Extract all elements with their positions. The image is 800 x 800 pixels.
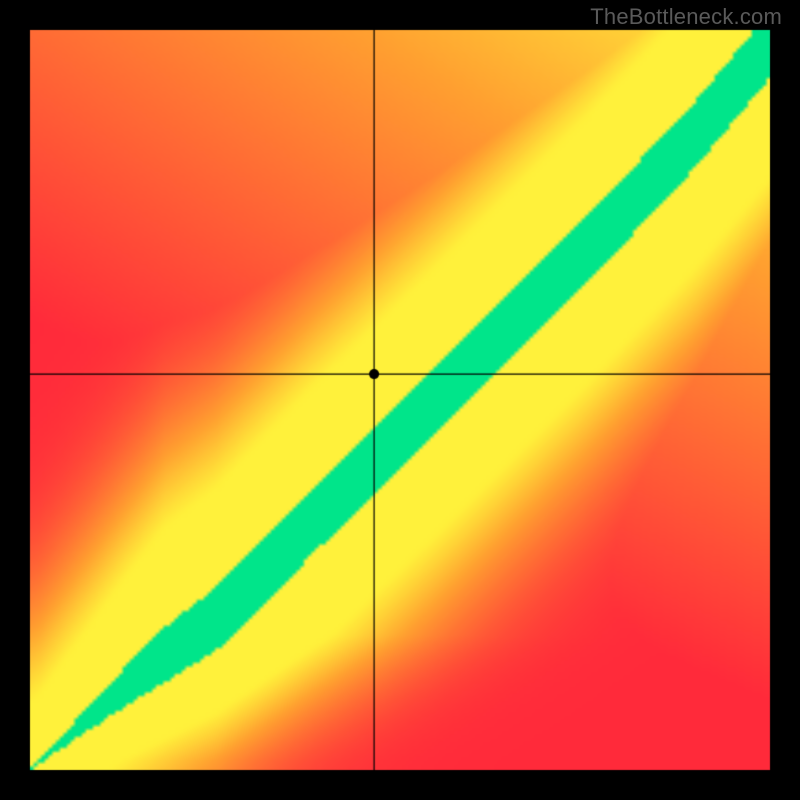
watermark-text: TheBottleneck.com — [590, 4, 782, 30]
chart-container: TheBottleneck.com — [0, 0, 800, 800]
bottleneck-heatmap — [0, 0, 800, 800]
